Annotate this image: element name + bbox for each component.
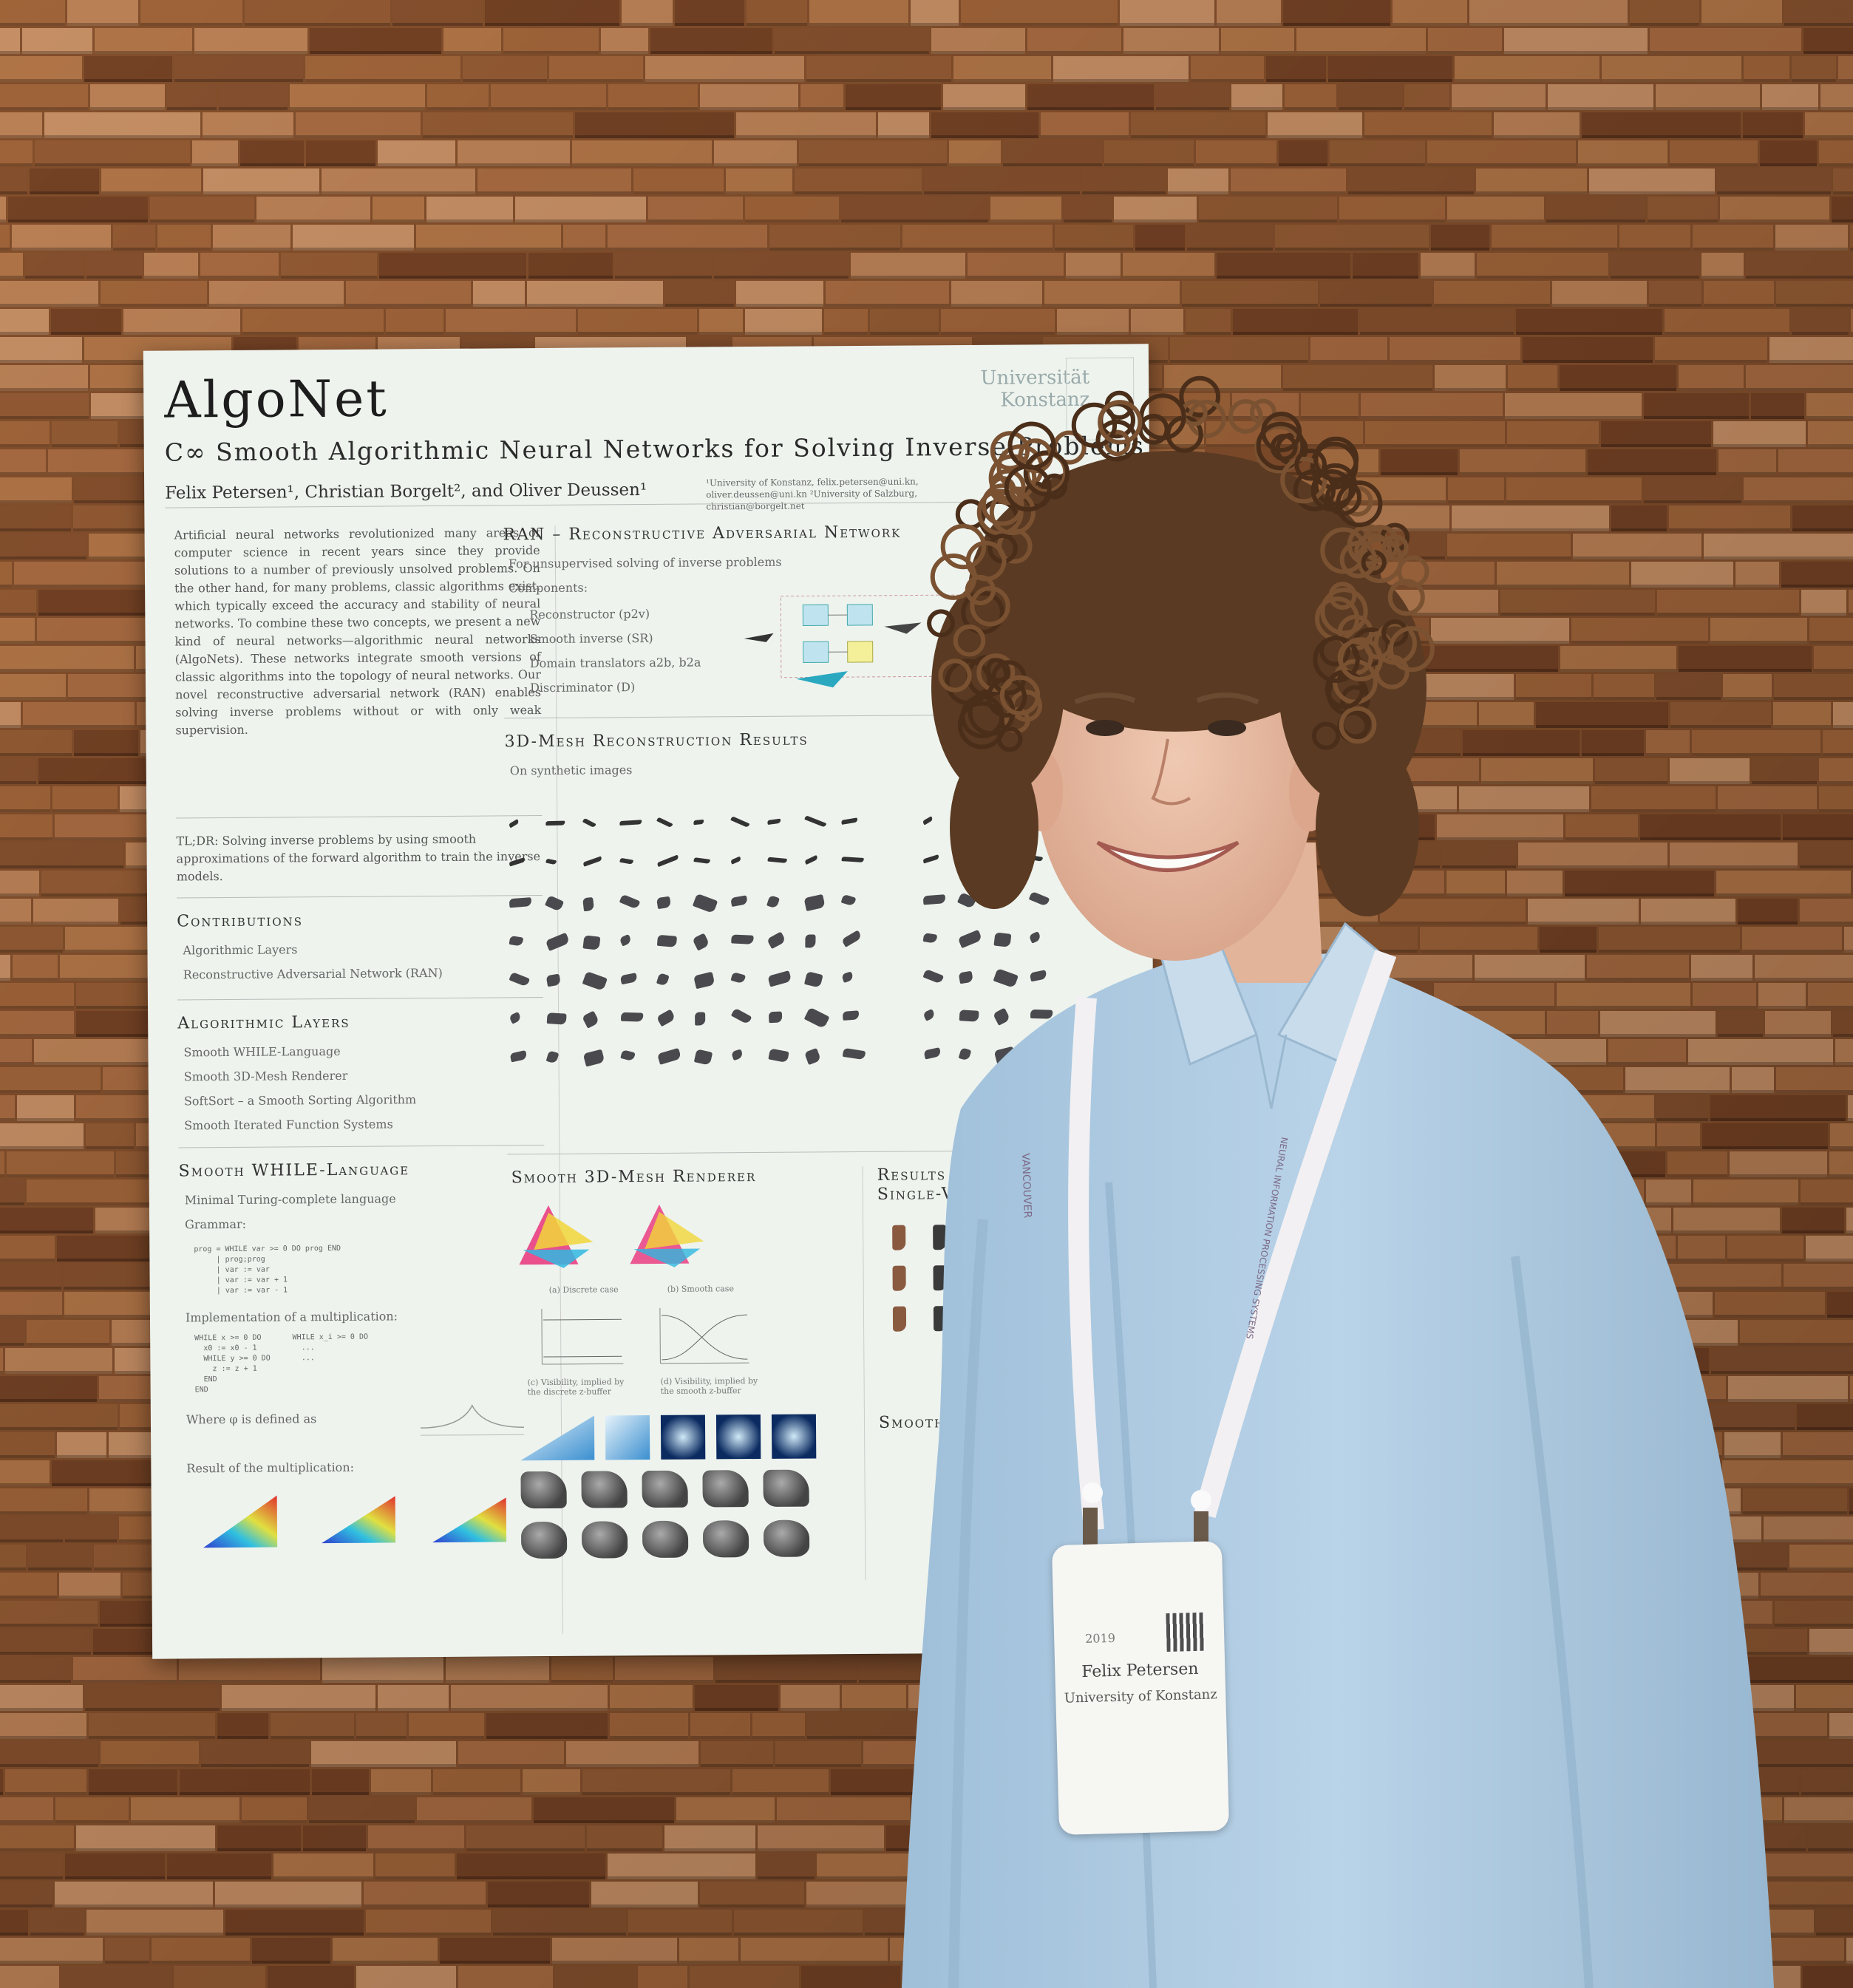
conference-badge: 2019 Felix Petersen University of Konsta… xyxy=(1051,1541,1230,1835)
badge-organization: University of Konstanz xyxy=(1064,1686,1218,1706)
lanyard-text-left: VANCOUVER xyxy=(1019,1153,1034,1219)
left-eye xyxy=(1086,720,1124,736)
right-eye xyxy=(1208,720,1246,736)
badge-year: 2019 xyxy=(1084,1630,1116,1646)
badge-name: Felix Petersen xyxy=(1081,1659,1199,1682)
hair-curl xyxy=(1228,399,1263,434)
hair-curl xyxy=(1179,375,1221,418)
badge-qr-code xyxy=(1166,1612,1206,1652)
